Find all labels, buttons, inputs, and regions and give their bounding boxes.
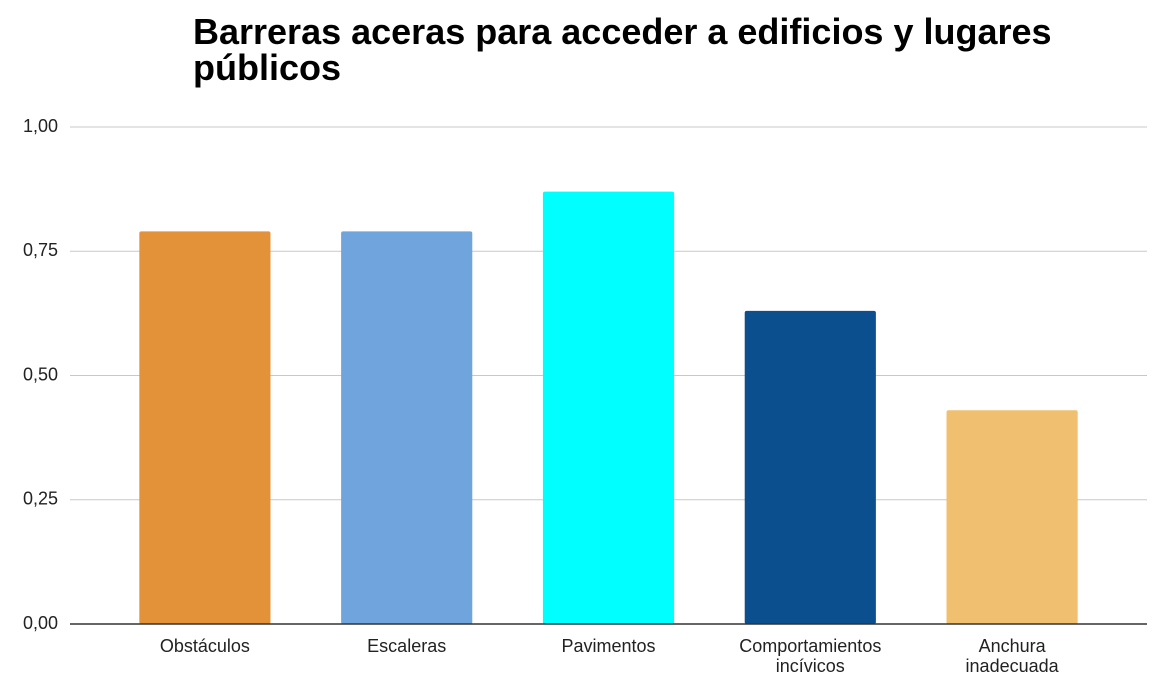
x-tick-label: Escaleras (367, 636, 447, 656)
y-tick-label: 1,00 (23, 116, 58, 136)
bar (139, 231, 271, 624)
bar (744, 310, 876, 624)
y-tick-label: 0,00 (23, 613, 58, 633)
chart-title: Barreras aceras para acceder a edificios… (193, 11, 1052, 88)
y-tick-label: 0,25 (23, 489, 58, 509)
x-tick-label: Comportamientos incívicos (739, 636, 882, 676)
bar (542, 191, 675, 625)
x-tick-label: Anchura inadecuada (965, 636, 1059, 676)
bar (946, 410, 1078, 624)
y-tick-label: 0,50 (23, 364, 58, 384)
x-tick-label: Pavimentos (561, 636, 656, 656)
bar (341, 231, 473, 624)
y-tick-label: 0,75 (23, 240, 58, 260)
x-tick-label: Obstáculos (159, 636, 250, 656)
